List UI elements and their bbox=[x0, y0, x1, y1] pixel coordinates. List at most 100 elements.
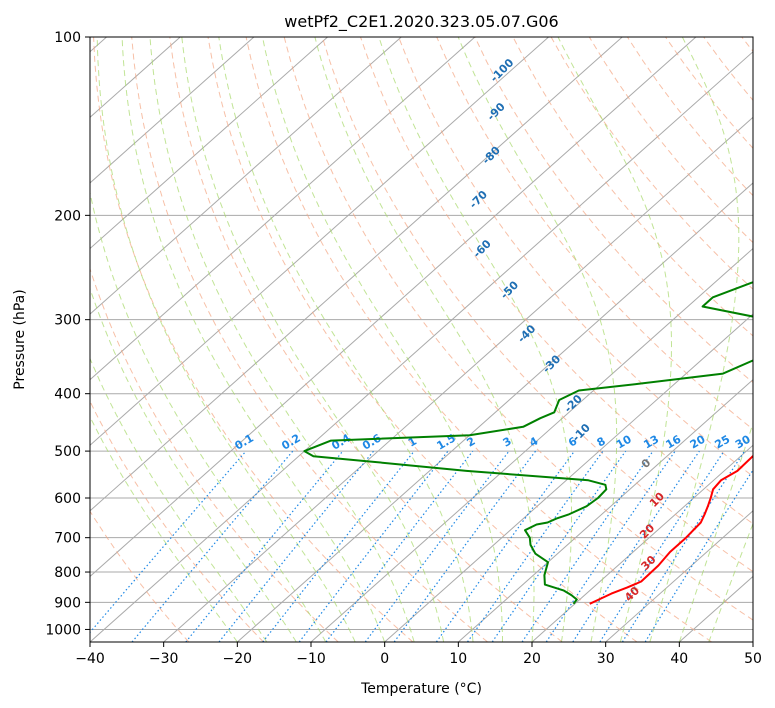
y-tick-label: 600 bbox=[54, 491, 81, 507]
y-tick-label: 400 bbox=[54, 387, 81, 403]
moist-adiabat-line bbox=[149, 37, 415, 642]
isotherm-line bbox=[458, 378, 753, 642]
moist-adiabat-line bbox=[649, 37, 740, 642]
moist-adiabat-line bbox=[557, 37, 672, 642]
dewpoint-line bbox=[303, 281, 753, 605]
x-tick-label: −10 bbox=[296, 651, 326, 667]
isotherm-line bbox=[90, 37, 697, 578]
moist-adiabat-line bbox=[218, 37, 474, 642]
dry-adiabat-line bbox=[512, 37, 753, 337]
isotherm-line bbox=[90, 37, 255, 184]
isopleth-layer bbox=[90, 37, 753, 642]
isotherm-line bbox=[90, 37, 402, 315]
grid-layer bbox=[90, 37, 753, 642]
isotherm-line bbox=[605, 510, 753, 642]
isotherm-line bbox=[163, 116, 753, 642]
mixing-ratio-line bbox=[621, 450, 746, 642]
mixing-ratio-line bbox=[599, 450, 725, 642]
dry-adiabat-line bbox=[703, 37, 753, 102]
moist-adiabat-line bbox=[90, 357, 268, 642]
mixing-ratio-line bbox=[364, 450, 510, 642]
dry-adiabat-line bbox=[588, 37, 753, 244]
mixing-ratio-label: 25 bbox=[712, 433, 732, 452]
y-tick-label: 500 bbox=[54, 444, 81, 460]
dry-adiabat-line bbox=[321, 37, 753, 573]
dry-adiabat-line bbox=[360, 37, 753, 525]
chart-title: wetPf2_C2E1.2020.323.05.07.G06 bbox=[284, 12, 558, 32]
isotherm-line bbox=[90, 37, 476, 381]
dry-adiabat-label: 0 bbox=[639, 456, 654, 471]
y-axis-label: Pressure (hPa) bbox=[12, 289, 28, 389]
mixing-ratio-line bbox=[393, 450, 537, 642]
isotherm-line bbox=[752, 641, 753, 642]
mixing-ratio-label: 16 bbox=[663, 432, 683, 451]
x-tick-label: −20 bbox=[223, 651, 253, 667]
moist-adiabat-line bbox=[314, 37, 535, 642]
dry-adiabat-line bbox=[398, 37, 753, 478]
isotherm-line bbox=[310, 247, 753, 642]
isotherm-line bbox=[384, 313, 753, 642]
x-axis-label: Temperature (°C) bbox=[360, 681, 482, 697]
isotherm-line bbox=[90, 51, 753, 642]
x-tick-label: 0 bbox=[380, 651, 389, 667]
moist-adiabat-line bbox=[121, 37, 386, 642]
x-tick-label: −30 bbox=[149, 651, 179, 667]
mixing-ratio-label: 8 bbox=[595, 435, 608, 450]
mixing-ratio-label: 13 bbox=[641, 433, 661, 452]
dry-adiabat-line bbox=[90, 267, 339, 642]
x-tick-label: 40 bbox=[670, 651, 688, 667]
series-layer bbox=[303, 281, 753, 605]
mixing-ratio-line bbox=[521, 450, 654, 642]
moist-adiabat-line bbox=[90, 415, 238, 642]
dry-adiabat-line bbox=[283, 37, 753, 621]
dry-adiabat-label: -20 bbox=[562, 392, 585, 415]
tick-layer: −40 −30 −20 −10 0 10 20 30 40 5010020030040050060… bbox=[45, 30, 762, 667]
moist-adiabat-line bbox=[678, 421, 753, 642]
dry-adiabat-label: 20 bbox=[637, 521, 657, 541]
mixing-ratio-label: 36 bbox=[754, 432, 774, 451]
y-tick-label: 900 bbox=[54, 595, 81, 611]
dry-adiabat-line bbox=[207, 37, 638, 642]
mixing-ratio-label: 2 bbox=[464, 435, 477, 450]
dry-adiabat-line bbox=[131, 37, 488, 642]
x-tick-label: 10 bbox=[449, 651, 467, 667]
mixing-ratio-label: 1.5 bbox=[435, 432, 458, 453]
mixing-ratio-line bbox=[218, 450, 375, 642]
temperature-line bbox=[589, 454, 753, 605]
moist-adiabat-line bbox=[181, 37, 445, 642]
moist-adiabat-line bbox=[708, 522, 753, 642]
dry-adiabat-line bbox=[550, 37, 753, 290]
mixing-ratio-line bbox=[90, 450, 247, 634]
mixing-ratio-line bbox=[325, 450, 474, 642]
dry-adiabat-label: 10 bbox=[647, 490, 667, 510]
plot-frame bbox=[89, 36, 754, 643]
dry-adiabat-line bbox=[93, 37, 414, 642]
mixing-ratio-line bbox=[545, 450, 676, 642]
moist-adiabat-line bbox=[96, 37, 356, 642]
mixing-ratio-line bbox=[491, 450, 627, 642]
mixing-ratio-label: 0.4 bbox=[329, 431, 353, 452]
isotherm-line bbox=[237, 182, 753, 642]
dry-adiabat-label: -80 bbox=[480, 144, 503, 167]
x-tick-label: −40 bbox=[75, 651, 105, 667]
isotherm-line bbox=[531, 444, 753, 642]
y-tick-label: 800 bbox=[54, 565, 81, 581]
y-tick-label: 300 bbox=[54, 313, 81, 329]
y-tick-label: 100 bbox=[54, 30, 81, 46]
moist-adiabat-line bbox=[90, 190, 327, 642]
dry-adiabat-line bbox=[90, 510, 190, 642]
y-tick-label: 1000 bbox=[45, 622, 81, 638]
mixing-ratio-line bbox=[572, 450, 700, 642]
moist-adiabat-line bbox=[262, 37, 503, 642]
mixing-ratio-label: 0.2 bbox=[279, 432, 302, 453]
dry-adiabat-label: -30 bbox=[540, 352, 563, 375]
mixing-ratio-line bbox=[262, 450, 415, 642]
mixing-ratio-line bbox=[435, 450, 575, 642]
isotherm-line bbox=[90, 37, 549, 446]
mixing-ratio-label: 30 bbox=[733, 432, 753, 451]
mixing-ratio-line bbox=[298, 450, 449, 642]
isotherm-line bbox=[679, 575, 753, 642]
y-tick-label: 700 bbox=[54, 531, 81, 547]
